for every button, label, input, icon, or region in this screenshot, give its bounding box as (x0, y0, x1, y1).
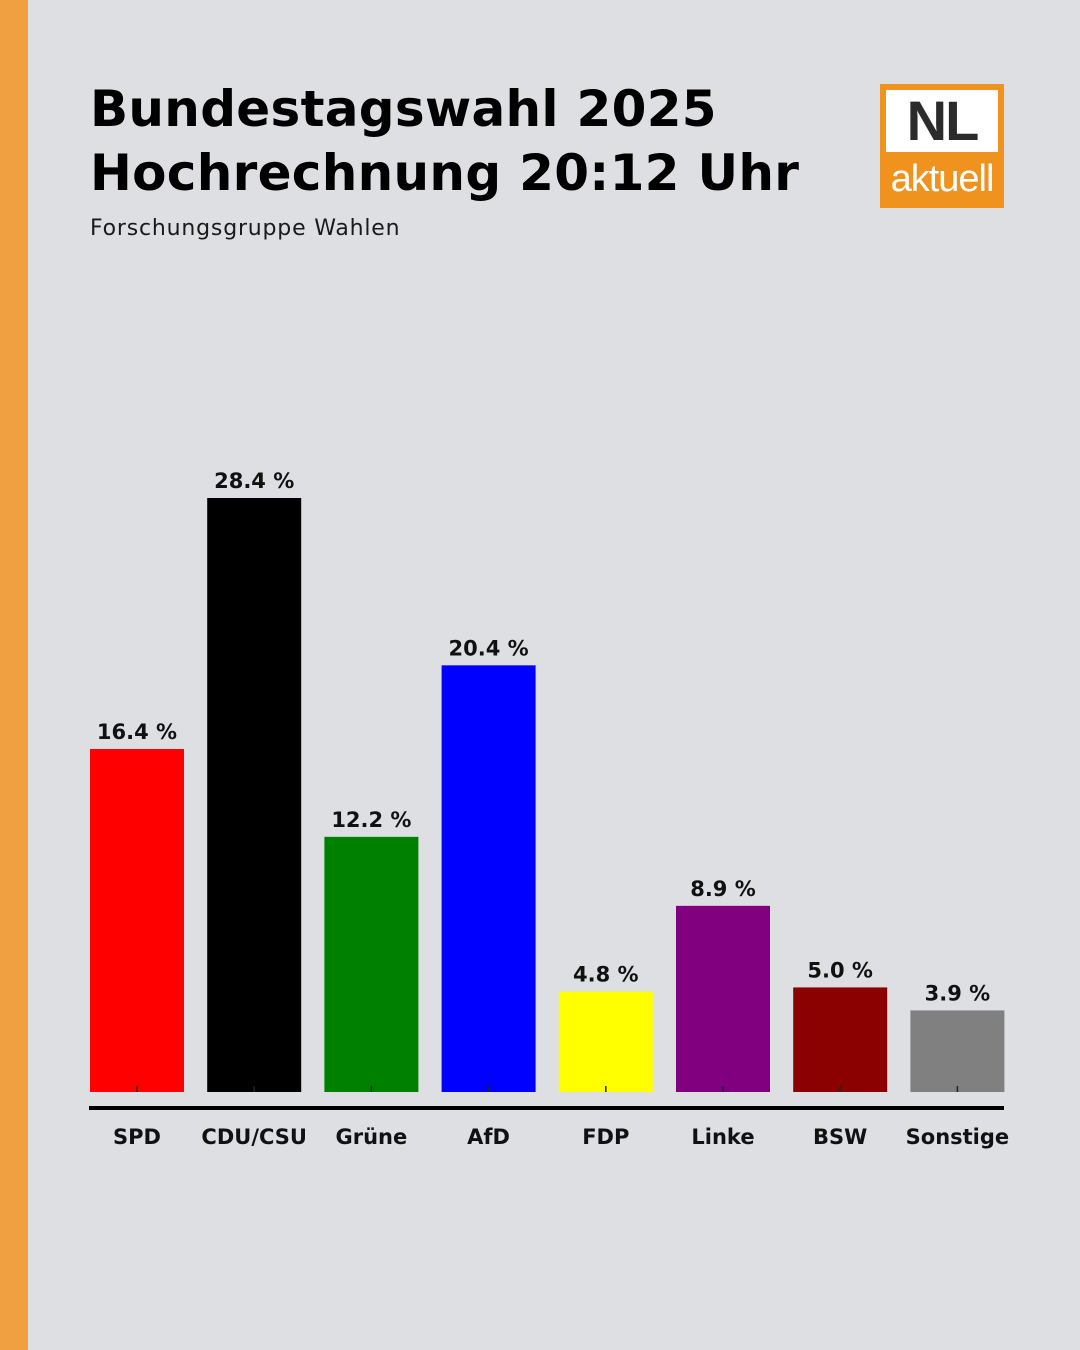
category-label-afd: AfD (467, 1125, 510, 1149)
value-label-grüne: 12.2 % (331, 808, 411, 832)
value-label-bsw: 5.0 % (807, 958, 873, 982)
nl-aktuell-logo: NL aktuell (880, 84, 1004, 208)
chart-subtitle: Hochrechnung 20:12 Uhr (90, 144, 800, 202)
category-label-sonstige: Sonstige (906, 1125, 1010, 1149)
value-label-linke: 8.9 % (690, 877, 756, 901)
value-label-cdu-csu: 28.4 % (214, 469, 294, 493)
value-label-spd: 16.4 % (97, 720, 177, 744)
category-label-linke: Linke (691, 1125, 754, 1149)
bar-linke (676, 905, 770, 1092)
bar-bsw (793, 987, 888, 1092)
category-label-bsw: BSW (813, 1125, 867, 1149)
logo-nl-text: NL (886, 90, 998, 152)
bar-afd (441, 665, 536, 1092)
bar-grüne (324, 836, 419, 1092)
chart-title: Bundestagswahl 2025 (90, 80, 717, 138)
bar-spd (90, 748, 184, 1092)
source-label: Forschungsgruppe Wahlen (90, 216, 401, 241)
category-label-fdp: FDP (582, 1125, 629, 1149)
value-label-fdp: 4.8 % (573, 963, 639, 987)
category-label-cdu-csu: CDU/CSU (201, 1125, 307, 1149)
category-label-spd: SPD (113, 1125, 161, 1149)
bar-cdu-csu (207, 498, 302, 1092)
value-label-afd: 20.4 % (449, 636, 529, 660)
category-label-grüne: Grüne (336, 1125, 408, 1149)
accent-strip (0, 0, 28, 1350)
bar-sonstige (910, 1010, 1005, 1092)
value-label-sonstige: 3.9 % (925, 981, 991, 1005)
logo-aktuell-text: aktuell (890, 158, 995, 200)
bar-fdp (558, 991, 653, 1092)
